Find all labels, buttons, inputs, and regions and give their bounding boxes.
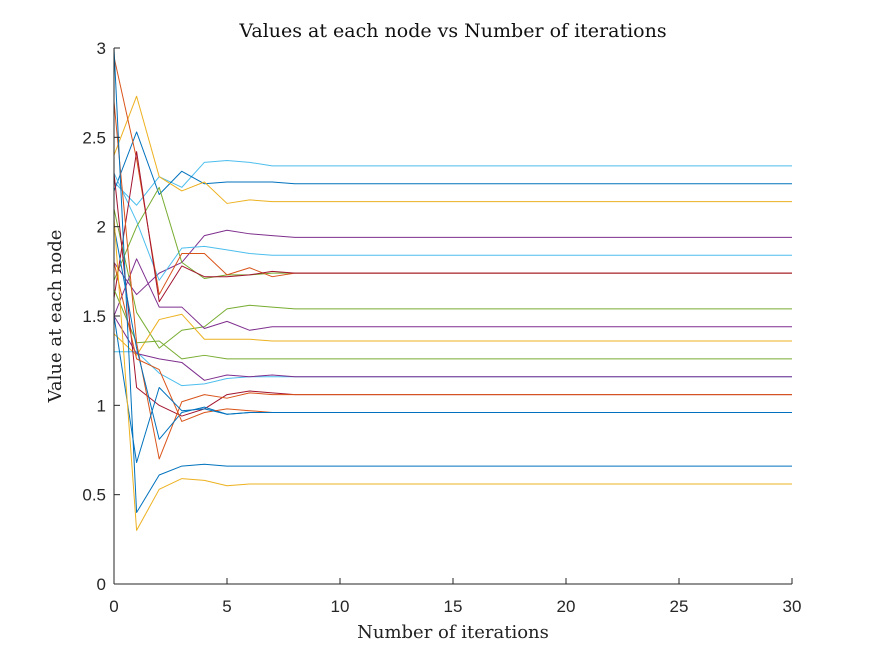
series-line-11 [113,313,792,356]
series-line-14 [113,315,792,381]
series-line-16 [113,101,792,460]
series-layer [113,47,792,531]
series-line-10 [113,258,792,331]
x-tick-label: 30 [783,597,802,616]
y-tick-label: 0 [97,575,106,594]
ticks-layer: 0 5 10 15 20 25 30 0 0.5 1 1.5 2 2.5 3 [82,39,801,616]
series-line-1 [113,160,792,206]
series-line-12 [113,289,792,360]
y-tick-label: 3 [97,39,106,58]
y-tick-label: 1.5 [82,307,106,326]
series-line-4 [113,229,792,296]
series-line-9 [113,208,792,349]
x-tick-label: 5 [222,597,231,616]
series-line-8 [113,151,792,303]
x-tick-label: 20 [557,597,576,616]
series-line-3 [113,95,792,204]
x-tick-label: 25 [670,597,689,616]
series-line-19 [113,315,792,464]
y-tick-label: 0.5 [82,486,106,505]
series-line-2 [113,131,792,196]
y-tick-label: 2.5 [82,128,106,147]
y-tick-label: 1 [97,396,106,415]
series-line-21 [113,217,792,531]
y-axis-label: Value at each node [45,230,66,404]
x-tick-label: 10 [331,597,350,616]
series-line-20 [113,47,792,514]
chart-title: Values at each node vs Number of iterati… [238,20,666,42]
x-tick-label: 15 [444,597,463,616]
y-tick-label: 2 [97,218,106,237]
x-axis-label: Number of iterations [357,622,549,643]
x-tick-label: 0 [109,597,118,616]
series-line-5 [113,172,792,281]
